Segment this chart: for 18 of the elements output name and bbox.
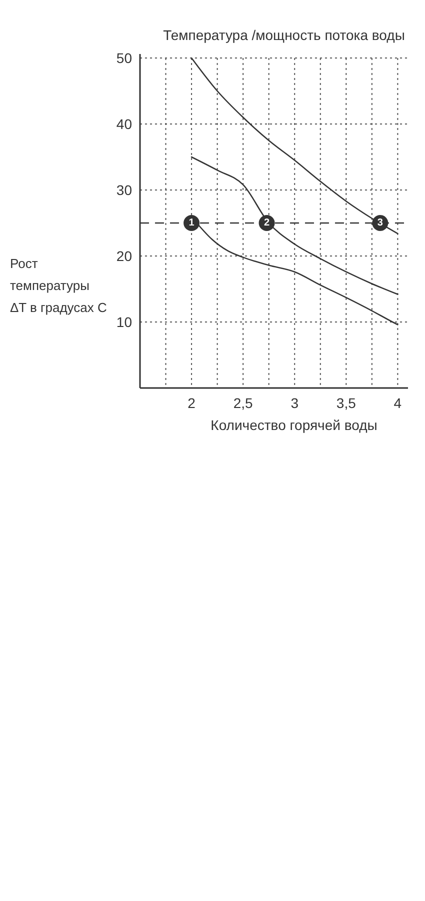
- x-tick-label: 4: [394, 395, 402, 411]
- x-tick-label: 3,5: [336, 395, 356, 411]
- y-axis-title: Рост температуры ΔT в градусах С: [10, 256, 107, 315]
- y-tick-label: 30: [116, 182, 132, 198]
- x-tick-label: 2: [188, 395, 196, 411]
- chart-title: Температура /мощность потока воды: [163, 27, 405, 43]
- x-axis-title: Количество горячей воды: [210, 417, 378, 433]
- line-series: [190, 156, 398, 295]
- y-tick-label: 50: [116, 50, 132, 66]
- x-tick-label: 3: [290, 395, 299, 411]
- line-series: [190, 57, 398, 234]
- annotation: 3: [377, 218, 384, 228]
- y-tick-label: 10: [116, 314, 132, 330]
- y-tick-label: 40: [116, 116, 132, 132]
- x-tick-label: 2,5: [233, 395, 254, 411]
- y-tick-label: 20: [116, 248, 132, 264]
- annotation: 2: [264, 218, 270, 228]
- annotation: 1: [188, 218, 195, 228]
